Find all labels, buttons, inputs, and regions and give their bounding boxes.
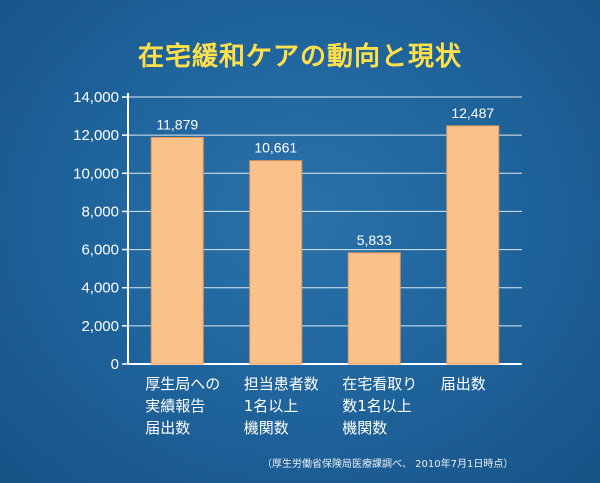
category-label: 届出数 — [441, 375, 486, 393]
bar — [249, 160, 303, 365]
source-note: （厚生労働省保険局医療課調べ、 2010年7月1日時点） — [262, 459, 514, 470]
y-tick-label: 12,000 — [73, 127, 119, 144]
y-tick-label: 2,000 — [81, 318, 119, 335]
category-label: 在宅看取り — [342, 375, 417, 393]
y-tick-label: 14,000 — [73, 89, 119, 106]
category-label: 厚生局への — [145, 375, 220, 393]
y-tick-label: 8,000 — [81, 203, 119, 220]
bar — [347, 252, 401, 365]
data-label: 10,661 — [254, 140, 297, 156]
category-label: 1名以上 — [244, 397, 299, 415]
data-label: 11,879 — [156, 116, 198, 132]
data-label: 12,487 — [451, 105, 494, 121]
category-label: 数1名以上 — [342, 397, 412, 415]
category-label: 機関数 — [342, 419, 387, 437]
chart-title: 在宅緩和ケアの動向と現状 — [137, 42, 462, 72]
bar — [446, 125, 500, 365]
category-label: 担当患者数 — [244, 375, 319, 393]
y-tick-label: 0 — [111, 356, 119, 373]
data-label: 5,833 — [357, 232, 392, 248]
category-label: 実績報告 — [145, 397, 205, 415]
y-tick-label: 4,000 — [81, 280, 119, 297]
category-label: 届出数 — [145, 419, 190, 437]
bar — [150, 136, 204, 365]
category-label: 機関数 — [244, 419, 289, 437]
y-tick-label: 10,000 — [73, 165, 119, 182]
y-tick-label: 6,000 — [81, 242, 119, 259]
